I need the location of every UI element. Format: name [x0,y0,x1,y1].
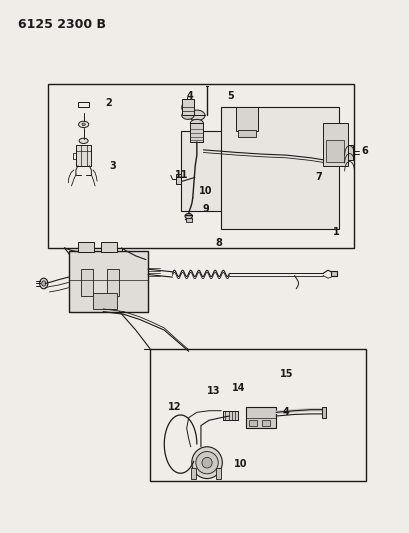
Ellipse shape [181,111,193,119]
Bar [81,269,93,296]
Bar [78,242,94,252]
Bar [150,349,365,481]
Circle shape [40,278,48,289]
Bar [216,468,220,479]
Ellipse shape [261,134,286,176]
Ellipse shape [101,248,117,255]
Text: 14: 14 [231,383,244,393]
Bar [93,293,117,309]
Text: 6125 2300 B: 6125 2300 B [18,18,106,31]
Bar [68,251,148,312]
Bar [180,131,223,211]
Bar [321,407,326,418]
Text: 6: 6 [361,147,368,157]
Bar [221,108,339,229]
Text: 4: 4 [186,91,193,101]
Text: 5: 5 [227,91,234,101]
Ellipse shape [191,447,222,479]
Ellipse shape [302,136,318,163]
Bar [326,140,344,161]
Bar [78,102,89,108]
Ellipse shape [78,248,94,255]
Circle shape [42,281,46,286]
Bar [72,153,76,159]
Ellipse shape [82,123,85,126]
Bar [101,242,117,252]
Ellipse shape [79,138,88,143]
Bar [322,123,347,166]
Ellipse shape [184,214,192,219]
Bar [107,269,119,296]
Ellipse shape [202,457,211,468]
Bar [191,468,196,479]
Ellipse shape [299,130,321,169]
Bar [48,84,353,248]
Ellipse shape [188,110,204,120]
Bar [190,123,203,142]
Bar [245,407,276,428]
Ellipse shape [79,121,88,127]
Ellipse shape [190,119,203,127]
Bar [261,420,270,425]
Text: 15: 15 [280,369,293,378]
Text: 12: 12 [168,402,182,412]
Ellipse shape [181,101,193,114]
Text: 2: 2 [105,98,112,108]
Bar [181,100,193,115]
Ellipse shape [196,451,218,474]
Text: 3: 3 [109,161,116,171]
Bar [248,420,256,425]
Bar [223,411,237,420]
Text: 11: 11 [174,171,187,180]
Text: 9: 9 [202,204,209,214]
Bar [185,218,191,222]
Bar [330,271,337,276]
Text: 8: 8 [215,238,222,248]
Text: 10: 10 [233,459,246,469]
Bar [175,174,181,184]
Text: 7: 7 [314,172,321,182]
Text: 10: 10 [198,185,212,196]
Ellipse shape [265,141,282,169]
Bar [235,108,257,131]
Text: 4: 4 [282,407,288,417]
Bar [76,144,91,166]
Text: 13: 13 [207,386,220,396]
Bar [237,130,255,136]
Ellipse shape [239,113,253,123]
Bar [345,144,352,160]
Text: 1: 1 [333,227,339,237]
